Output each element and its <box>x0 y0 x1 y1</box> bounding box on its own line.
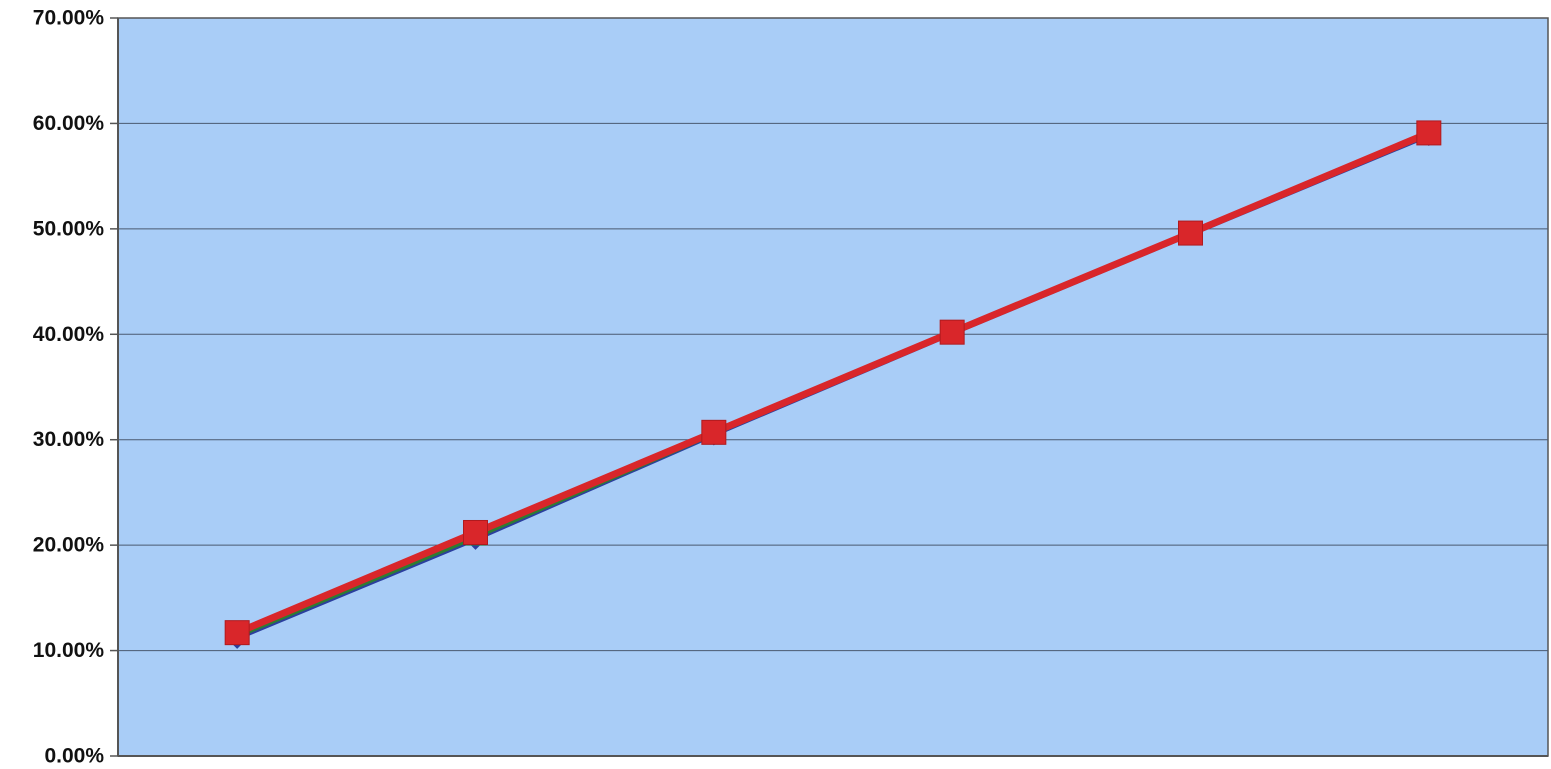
y-tick-label: 60.00% <box>33 112 105 135</box>
y-tick-label: 70.00% <box>33 7 105 30</box>
gridlines <box>118 122 1548 652</box>
y-axis <box>117 18 1548 757</box>
y-tick-label: 30.00% <box>33 428 105 451</box>
series-lines <box>235 129 1431 641</box>
data-point <box>1416 120 1442 146</box>
y-tick-label: 0.00% <box>44 745 104 768</box>
data-point <box>463 519 488 545</box>
y-tick-label: 10.00% <box>33 639 105 662</box>
data-point <box>939 319 965 345</box>
y-tick-labels: 0.00% 10.00% 20.00% 30.00% 40.00% 50.00% 60.00… <box>33 7 118 768</box>
data-point <box>224 620 250 646</box>
series-line <box>235 129 1431 636</box>
y-tick-label: 40.00% <box>33 323 105 346</box>
plot-area <box>117 17 1549 757</box>
y-tick-label: 20.00% <box>33 534 105 557</box>
data-point <box>1178 220 1203 246</box>
data-point <box>701 419 727 445</box>
y-tick-label: 50.00% <box>33 217 105 240</box>
series-markers <box>224 120 1442 649</box>
